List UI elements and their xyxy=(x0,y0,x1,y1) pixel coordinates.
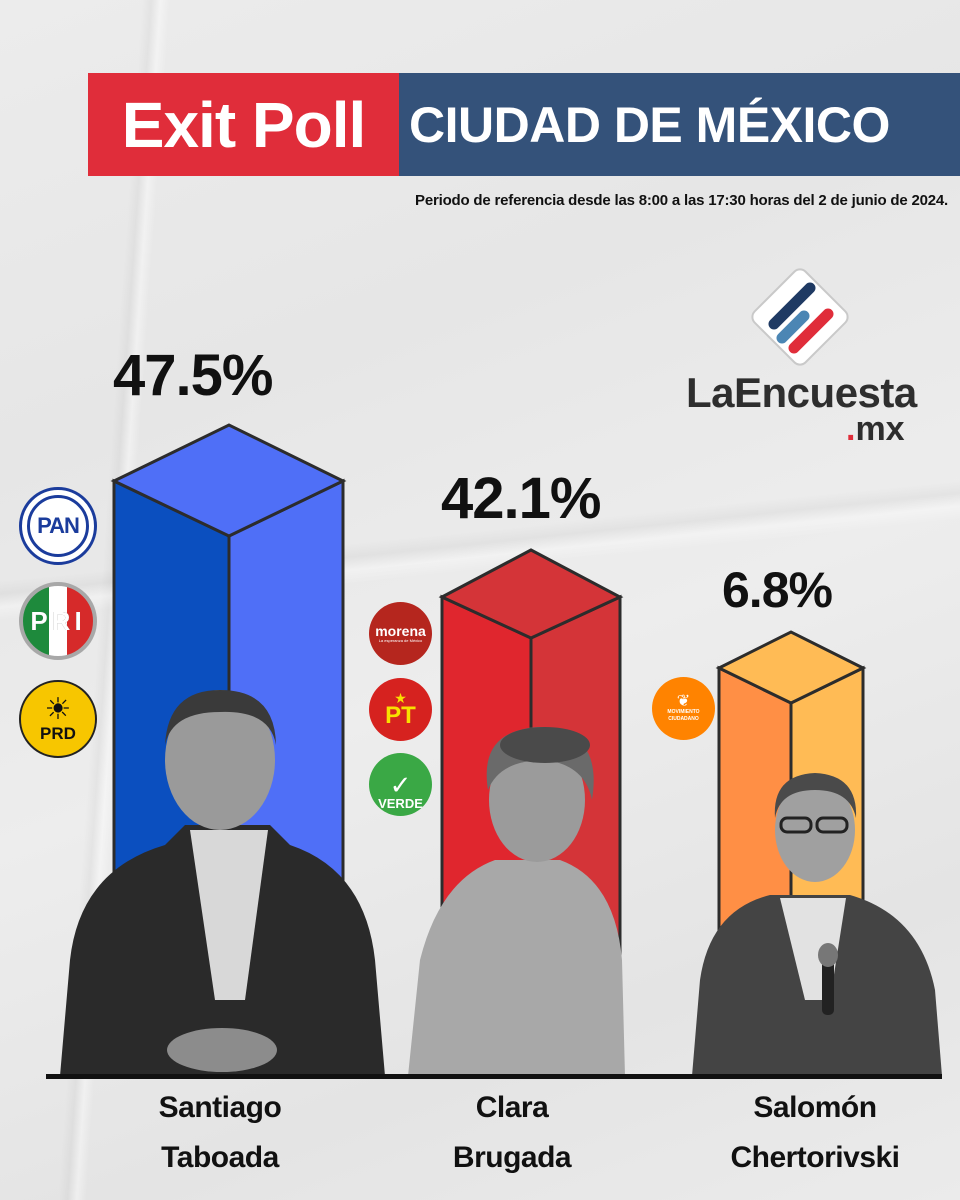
prd-logo-icon: ☀ PRD xyxy=(19,680,97,758)
eagle-icon: ❦ xyxy=(676,692,691,710)
prd-label: PRD xyxy=(40,724,76,743)
movimiento-ciudadano-logo-icon: ❦ MOVIMIENTO CIUDADANO xyxy=(652,677,715,740)
candidate-photo-santiago-taboada xyxy=(60,690,385,1076)
last-name: Brugada xyxy=(452,1141,572,1174)
star-icon: ★ xyxy=(394,689,407,706)
morena-label: morena xyxy=(375,622,426,639)
sun-icon: ☀ xyxy=(44,693,72,726)
chart-baseline xyxy=(46,1074,942,1079)
morena-logo-icon: morena La esperanza de México xyxy=(369,602,432,665)
first-name: Salomón xyxy=(753,1091,877,1124)
verde-logo-icon: ✓ VERDE xyxy=(369,753,432,816)
pan-logo-icon: PAN xyxy=(19,487,97,565)
morena-sublabel: La esperanza de México xyxy=(378,637,423,643)
percent-label-salomon: 6.8% xyxy=(722,562,833,618)
title-exit-poll: Exit Poll xyxy=(88,73,399,176)
first-name: Clara xyxy=(475,1091,549,1124)
brand-tld: .mx xyxy=(846,410,905,448)
pt-label: PT xyxy=(385,701,416,729)
pt-logo-icon: ★ PT xyxy=(369,678,432,741)
candidate-photo-salomon-chertorivski xyxy=(692,773,942,1076)
check-icon: ✓ xyxy=(389,770,412,800)
pri-label: PRI xyxy=(30,605,86,636)
mc-label: MOVIMIENTO CIUDADANO xyxy=(667,708,700,722)
verde-label: VERDE xyxy=(378,796,423,811)
reference-period: Periodo de referencia desde las 8:00 a l… xyxy=(415,192,948,209)
title-region: CIUDAD DE MÉXICO xyxy=(399,73,960,176)
pan-label: PAN xyxy=(37,513,80,538)
title-left-text: Exit Poll xyxy=(121,88,366,161)
percent-label-clara: 42.1% xyxy=(441,466,601,531)
percent-label-santiago: 47.5% xyxy=(113,343,273,408)
last-name: Chertorivski xyxy=(730,1141,900,1174)
diamond-stripes-icon xyxy=(751,268,849,366)
candidate-name-santiago-taboada: Santiago Taboada xyxy=(120,1086,320,1180)
brand-tld-text: mx xyxy=(855,410,905,448)
candidate-photo-clara-brugada xyxy=(408,726,625,1076)
pri-logo-icon: PRI xyxy=(19,582,97,660)
brand-name: LaEncuesta xyxy=(686,369,917,416)
candidate-name-salomon-chertorivski: Salomón Chertorivski xyxy=(700,1086,930,1180)
title-right-text: CIUDAD DE MÉXICO xyxy=(409,96,890,153)
last-name: Taboada xyxy=(161,1141,279,1174)
candidate-name-clara-brugada: Clara Brugada xyxy=(412,1086,612,1180)
first-name: Santiago xyxy=(158,1091,282,1124)
